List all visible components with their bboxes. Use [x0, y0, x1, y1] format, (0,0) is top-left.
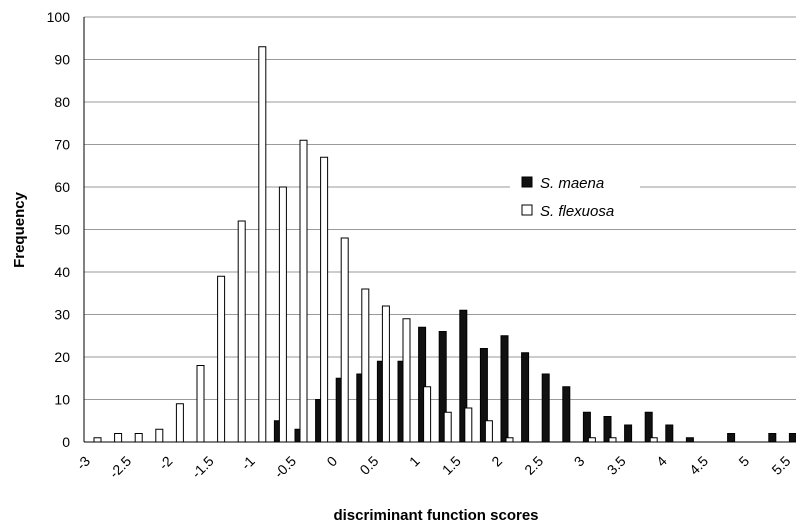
bar-s-maena [541, 373, 550, 443]
x-tick-label: 4.5 [686, 453, 711, 478]
bar-s-flexuosa [258, 46, 267, 443]
bar-s-maena [521, 352, 530, 443]
bars [93, 46, 796, 443]
bar-s-flexuosa [299, 139, 308, 443]
y-axis-title: Frequency [11, 191, 28, 268]
x-tick-label: 2.5 [521, 453, 546, 478]
y-tick-label: 80 [54, 94, 70, 110]
x-tick-label: 3.5 [604, 453, 629, 478]
x-tick-label: 2 [488, 453, 505, 470]
bar-s-flexuosa [649, 437, 658, 443]
y-tick-label: 20 [54, 349, 70, 365]
bar-s-maena [768, 433, 777, 443]
y-tick-label: 30 [54, 307, 70, 323]
bar-s-flexuosa [237, 220, 246, 443]
x-tick-label: 5.5 [768, 453, 793, 478]
x-tick-label: 1 [406, 453, 423, 470]
y-tick-label: 60 [54, 179, 70, 195]
bar-s-flexuosa [464, 407, 473, 443]
y-tick-label: 10 [54, 392, 70, 408]
x-tick-label: 4 [653, 453, 670, 470]
legend-label-s-maena: S. maena [540, 175, 604, 192]
bar-s-flexuosa [134, 433, 143, 443]
x-axis-title: discriminant function scores [333, 507, 538, 524]
y-tick-labels: 0 10 20 30 40 50 60 70 80 90 100 [47, 9, 71, 450]
bar-s-flexuosa [217, 275, 226, 443]
bar-s-flexuosa [155, 428, 164, 443]
x-tick-label: -2.5 [106, 453, 135, 482]
bar-s-maena [727, 433, 736, 443]
y-tick-label: 100 [47, 9, 71, 25]
bar-s-flexuosa [93, 437, 102, 443]
bar-s-flexuosa [340, 237, 349, 443]
x-tick-label: -3 [73, 453, 93, 473]
bar-s-flexuosa [278, 186, 287, 443]
x-tick-labels: -3 -2.5 -2 -1.5 -1 -0.5 0 0.5 1 1.5 2 2.5 3 3.5 4 4.5 5 5… [73, 453, 794, 482]
bar-s-flexuosa [505, 437, 514, 443]
bar-s-maena [562, 386, 571, 443]
bar-s-flexuosa [114, 433, 123, 443]
bar-s-flexuosa [361, 288, 370, 443]
bar-s-flexuosa [381, 305, 390, 443]
bar-s-flexuosa [587, 437, 596, 443]
x-tick-label: 1.5 [439, 453, 464, 478]
legend: S. maena S. flexuosa [510, 166, 640, 224]
bar-s-flexuosa [175, 403, 184, 443]
legend-swatch-s-flexuosa [521, 204, 533, 216]
x-tick-label: 0 [323, 453, 340, 470]
bar-s-flexuosa [402, 318, 411, 443]
bar-s-flexuosa [443, 411, 452, 443]
y-tick-label: 90 [54, 52, 70, 68]
x-tick-label: -0.5 [271, 453, 300, 482]
bar-s-flexuosa [484, 420, 493, 443]
gridlines [84, 16, 796, 400]
bar-s-flexuosa [608, 437, 617, 443]
bar-s-maena [685, 437, 694, 443]
legend-swatch-s-maena [521, 176, 533, 188]
bar-s-flexuosa [196, 365, 205, 443]
y-tick-label: 50 [54, 222, 70, 238]
x-tick-label: 3 [571, 453, 588, 470]
x-tick-label: 0.5 [356, 453, 381, 478]
bar-s-maena [788, 433, 796, 443]
x-tick-label: 5 [735, 453, 752, 470]
legend-label-s-flexuosa: S. flexuosa [540, 203, 614, 220]
bar-s-maena [500, 335, 509, 443]
y-tick-label: 40 [54, 264, 70, 280]
bar-s-maena [624, 424, 633, 443]
x-tick-label: -1.5 [188, 453, 217, 482]
bar-s-flexuosa [320, 156, 329, 443]
y-tick-label: 70 [54, 137, 70, 153]
bar-s-flexuosa [423, 386, 432, 443]
x-tick-label: -1 [238, 453, 258, 473]
bar-s-maena [665, 424, 674, 443]
x-tick-label: -2 [155, 453, 175, 473]
y-tick-label: 0 [62, 434, 70, 450]
